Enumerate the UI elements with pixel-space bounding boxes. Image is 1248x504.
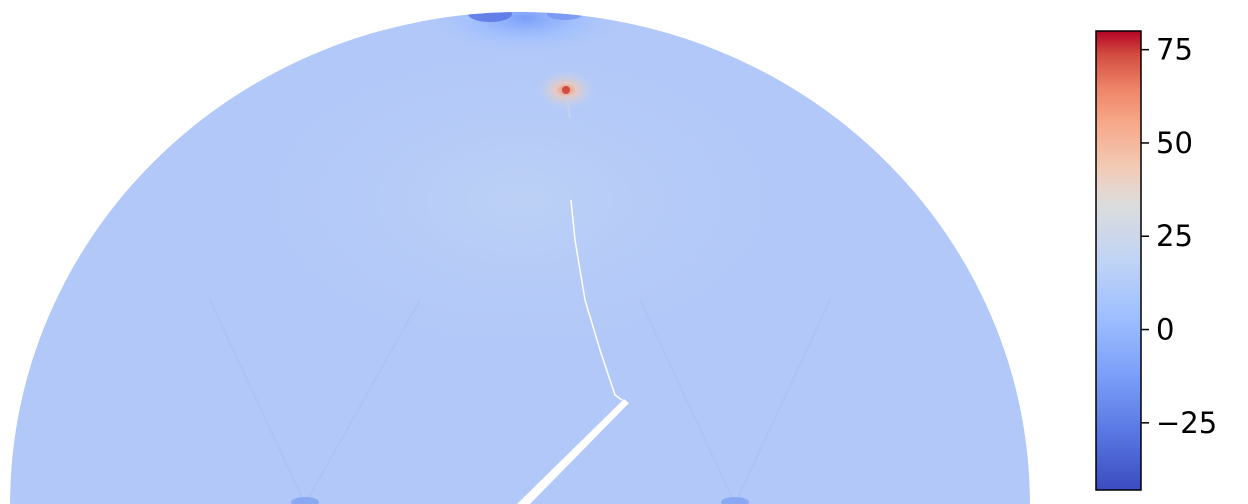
top-edge-low-region <box>415 12 635 58</box>
colorbar-tick-label: 50 <box>1156 126 1193 160</box>
colorbar-gradient <box>1095 30 1142 491</box>
peak-hotspot <box>562 86 570 94</box>
crack <box>570 199 623 401</box>
crack-slot <box>517 399 629 504</box>
colorbar-ticks: 75 50 25 0 −25 <box>1141 33 1217 440</box>
colorbar-tick-label: 0 <box>1156 313 1174 347</box>
bottom-low-spot <box>721 497 749 504</box>
peak-trail <box>566 95 571 119</box>
field-plot <box>10 12 1030 504</box>
colorbar-tick-label: −25 <box>1156 406 1217 440</box>
stress-line <box>734 299 831 504</box>
center-light-region <box>190 12 850 390</box>
top-edge-dark-spot <box>468 12 512 22</box>
stress-line <box>304 299 421 504</box>
colorbar-tick-label: 75 <box>1156 33 1193 67</box>
colorbar: 75 50 25 0 −25 <box>1095 30 1217 491</box>
colorbar-tick-label: 25 <box>1156 219 1193 253</box>
bottom-low-spot <box>291 497 319 504</box>
stress-line <box>209 299 306 504</box>
stress-line <box>639 299 736 504</box>
top-edge-dark-spot-2 <box>547 12 583 20</box>
